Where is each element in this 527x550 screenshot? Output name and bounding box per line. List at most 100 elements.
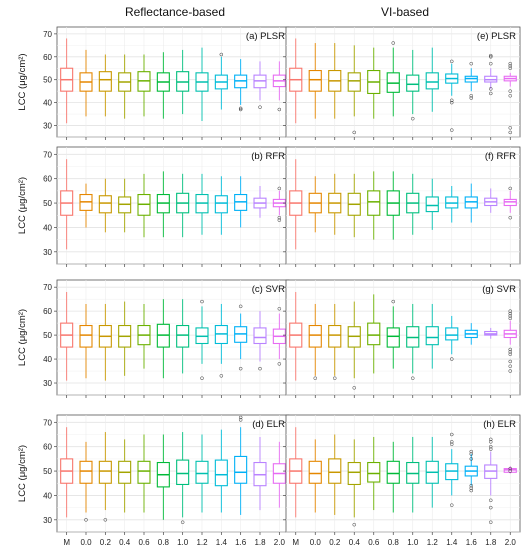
box-0.0 xyxy=(79,183,93,228)
outlier-point xyxy=(450,98,454,103)
outlier-point xyxy=(180,520,185,524)
outlier-point xyxy=(508,364,512,368)
outlier-point xyxy=(489,53,493,58)
outlier-point xyxy=(508,94,512,98)
outlier-point xyxy=(469,449,473,454)
outlier-point xyxy=(508,126,512,130)
box-iqr xyxy=(367,190,381,216)
box-1.4 xyxy=(445,59,459,132)
box-iqr xyxy=(425,196,439,213)
box-iqr xyxy=(347,72,361,92)
box-0.8 xyxy=(386,299,400,369)
panel: (f) RFR xyxy=(283,146,521,267)
x-tick-label: M xyxy=(292,538,299,547)
outlier-point xyxy=(489,447,493,451)
box-iqr xyxy=(367,322,381,346)
panel: M 0.0 0.2 0.4 0.6 0.8 1.0 1.2 1.4 1.6 1.8 2.0 (h) EL… xyxy=(283,414,521,547)
x-tick-label: 1.4 xyxy=(446,538,458,547)
box-0.6 xyxy=(137,54,151,117)
box-2.0 xyxy=(503,61,517,135)
outlier-point xyxy=(352,522,356,527)
x-tick-label: 1.2 xyxy=(427,538,439,547)
y-tick-label: 40 xyxy=(43,99,52,108)
box-1.8 xyxy=(484,53,498,96)
outlier-point xyxy=(469,96,473,100)
box-iqr xyxy=(367,461,381,483)
box-1.4 xyxy=(214,176,228,235)
box-0.4 xyxy=(118,54,132,119)
outlier-point xyxy=(277,307,282,311)
box-1.0 xyxy=(176,173,190,238)
x-tick-label: 1.0 xyxy=(177,538,189,547)
outlier-point xyxy=(508,311,512,316)
outlier-point xyxy=(450,128,454,132)
y-tick-label: 30 xyxy=(43,379,52,388)
box-1.0 xyxy=(406,436,420,513)
box-iqr xyxy=(386,460,400,484)
outlier-point xyxy=(238,107,243,112)
outlier-point xyxy=(238,366,243,371)
outlier-point xyxy=(450,503,454,507)
x-tick-label: M xyxy=(63,538,70,547)
outlier-point xyxy=(450,357,454,361)
box-iqr xyxy=(137,460,151,484)
outlier-point xyxy=(469,483,473,488)
box-0.8 xyxy=(386,41,400,117)
box-iqr xyxy=(176,324,190,348)
outlier-point xyxy=(277,362,282,366)
box-iqr xyxy=(98,195,112,214)
box-iqr xyxy=(328,324,342,348)
outlier-point xyxy=(508,316,512,321)
box-M xyxy=(289,427,303,518)
box-0.8 xyxy=(156,171,170,238)
box-2.0 xyxy=(272,441,286,508)
box-1.0 xyxy=(406,49,420,121)
box-1.4 xyxy=(214,52,228,110)
box-iqr xyxy=(176,459,190,486)
outlier-point xyxy=(508,359,512,364)
box-1.4 xyxy=(214,303,228,378)
box-1.8 xyxy=(253,311,267,371)
outlier-point xyxy=(469,61,473,66)
box-0.4 xyxy=(347,173,361,238)
outlier-point xyxy=(277,186,282,191)
outlier-point xyxy=(450,432,454,437)
box-1.6 xyxy=(234,304,248,371)
panel: 30 40 50 60 70 LCC (μg/cm²) M 0.0 0.2 0.4 0.6 0.8 1.… xyxy=(17,414,290,547)
panel-label: (f) RFR xyxy=(485,151,516,162)
box-1.6 xyxy=(464,323,478,345)
y-tick-label: 70 xyxy=(43,150,52,159)
box-iqr xyxy=(425,72,439,90)
outlier-point xyxy=(508,64,512,68)
y-tick-label: 50 xyxy=(43,331,52,340)
y-tick-label: 40 xyxy=(43,223,52,232)
x-tick-label: 0.2 xyxy=(329,538,341,547)
y-tick-label: 40 xyxy=(43,491,52,500)
y-tick-label: 50 xyxy=(43,76,52,85)
outlier-point xyxy=(489,498,493,503)
y-tick-label: 60 xyxy=(43,443,52,452)
box-1.2 xyxy=(425,178,439,230)
x-tick-label: 1.0 xyxy=(407,538,419,547)
panel-label: (e) PLSR xyxy=(477,31,516,42)
y-axis-label: LCC (μg/cm²) xyxy=(17,309,28,366)
outlier-point xyxy=(508,352,512,357)
x-tick-label: 1.8 xyxy=(254,538,266,547)
box-1.8 xyxy=(253,61,267,109)
box-0.2 xyxy=(98,178,112,233)
x-tick-label: 0.0 xyxy=(80,538,92,547)
outlier-point xyxy=(508,314,512,318)
y-axis-label: LCC (μg/cm²) xyxy=(17,53,28,110)
box-0.4 xyxy=(118,178,132,233)
box-0.4 xyxy=(118,301,132,376)
box-1.8 xyxy=(484,437,498,524)
box-0.2 xyxy=(98,303,112,381)
outlier-point xyxy=(103,518,108,522)
box-0.4 xyxy=(347,45,361,135)
box-iqr xyxy=(79,324,93,348)
box-0.8 xyxy=(386,171,400,240)
x-tick-label: 2.0 xyxy=(505,538,517,547)
box-0.2 xyxy=(98,54,112,117)
outlier-point xyxy=(450,440,454,444)
